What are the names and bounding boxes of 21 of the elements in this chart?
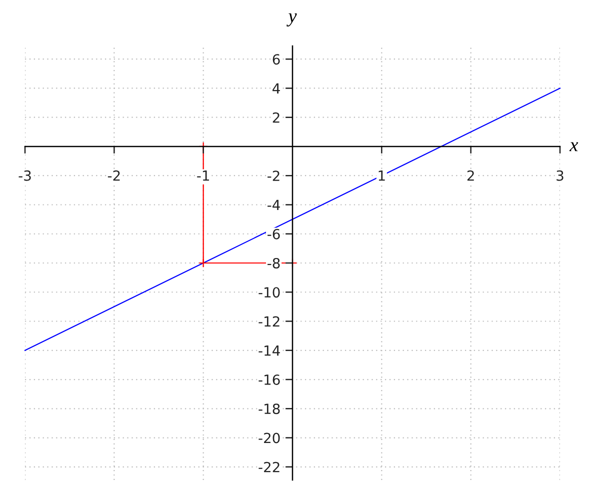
x-tick-label: -3 [18,170,31,181]
x-tick-label: 3 [556,170,564,181]
x-tick-label: 1 [378,170,385,181]
y-tick-label: 6 [272,54,280,65]
y-tick-label: -18 [258,404,280,414]
y-tick-label: -20 [258,432,280,444]
y-tick-label: 2 [272,112,280,123]
x-axis-title: x [569,142,578,152]
x-tick-label: -2 [108,170,120,181]
y-tick-label: -4 [268,200,280,210]
y-tick-label: -10 [258,287,280,298]
y-tick-label: -8 [268,258,280,268]
y-tick-label: -6 [268,228,280,240]
y-tick-label: -14 [258,346,280,356]
y-tick-label: 4 [272,83,280,94]
x-tick-label: 2 [467,170,474,181]
x-tick-label: -1 [197,170,209,181]
y-tick-label: -22 [258,462,280,472]
y-axis-title: y [286,13,297,26]
y-tick-label: -16 [258,374,280,385]
y-tick-label: -12 [258,316,280,327]
